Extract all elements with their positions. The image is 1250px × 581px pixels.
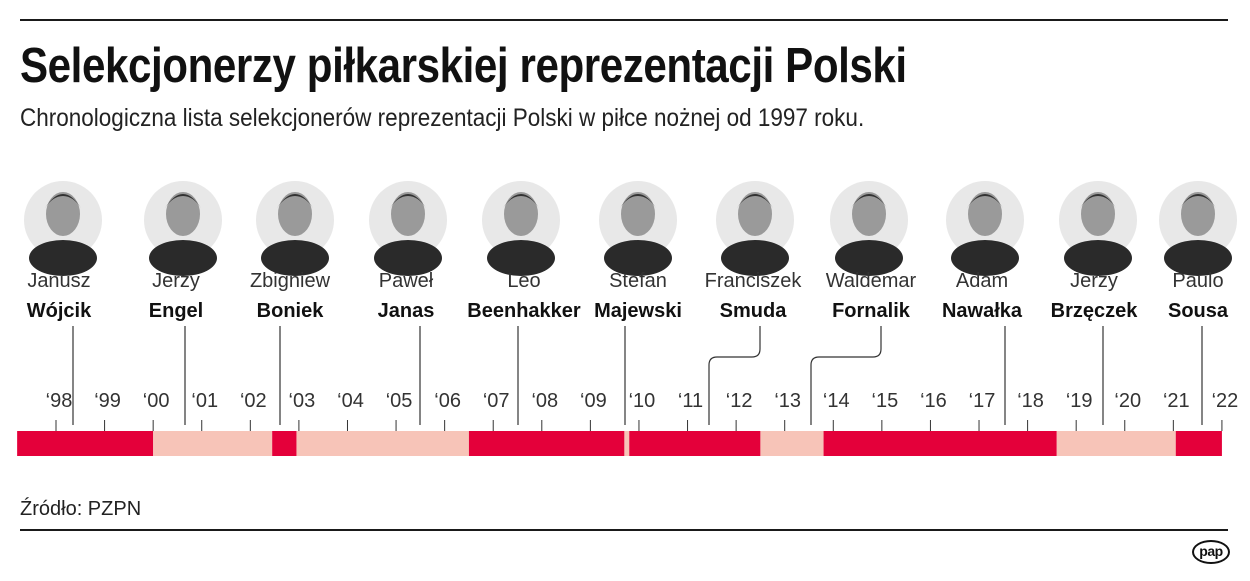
year-label: ‘11: [678, 390, 703, 412]
year-label: ‘16: [920, 390, 947, 412]
coach-last-name: Sousa: [1168, 300, 1229, 322]
year-label: ‘00: [143, 390, 170, 412]
year-label: ‘06: [434, 390, 461, 412]
portrait-icon: [1059, 181, 1137, 276]
coach-first-name: Paulo: [1172, 270, 1223, 292]
portrait-icon: [482, 181, 560, 276]
year-label: ‘18: [1017, 390, 1044, 412]
coach-first-name: Leo: [507, 270, 540, 292]
portrait-icon: [369, 181, 447, 276]
tenure-segment: [1056, 431, 1176, 456]
tenure-segment: [760, 431, 824, 456]
portrait-icon: [144, 181, 222, 276]
coach-first-name: Adam: [956, 270, 1008, 292]
coach-7: Franciszek Smuda: [705, 181, 803, 425]
tenure-segment: [629, 431, 761, 456]
year-label: ‘13: [774, 390, 801, 412]
coach-first-name: Zbigniew: [250, 270, 331, 292]
coach-last-name: Majewski: [594, 300, 682, 322]
portrait-icon: [1159, 181, 1237, 276]
coach-4: Paweł Janas: [369, 181, 447, 425]
coach-first-name: Janusz: [27, 270, 90, 292]
year-label: ‘04: [337, 390, 364, 412]
portrait-icon: [24, 181, 102, 276]
coach-first-name: Paweł: [379, 270, 434, 292]
leader-line: [708, 326, 761, 425]
coach-6: Stefan Majewski: [594, 181, 682, 425]
tenure-segment: [468, 431, 625, 456]
coach-last-name: Engel: [149, 300, 203, 322]
year-label: ‘99: [94, 390, 121, 412]
coach-last-name: Wójcik: [27, 300, 92, 322]
coach-9: Adam Nawałka: [942, 181, 1024, 425]
year-label: ‘05: [386, 390, 413, 412]
year-label: ‘10: [629, 390, 656, 412]
coach-5: Leo Beenhakker: [467, 181, 581, 425]
coach-2: Jerzy Engel: [144, 181, 222, 425]
year-label: ‘19: [1066, 390, 1093, 412]
coach-first-name: Franciszek: [705, 270, 803, 292]
year-label: ‘03: [289, 390, 316, 412]
portrait-icon: [946, 181, 1024, 276]
leader-line: [810, 326, 882, 425]
coach-first-name: Stefan: [609, 270, 667, 292]
year-label: ‘12: [726, 390, 753, 412]
coach-3: Zbigniew Boniek: [250, 181, 334, 425]
page-title: Selekcjonerzy piłkarskiej reprezentacji …: [20, 39, 907, 93]
coach-first-name: Waldemar: [826, 270, 917, 292]
tenure-segment: [1175, 431, 1222, 456]
coach-last-name: Nawałka: [942, 300, 1023, 322]
year-label: ‘01: [191, 390, 218, 412]
portrait-icon: [599, 181, 677, 276]
year-label: ‘09: [580, 390, 607, 412]
top-rule: [20, 19, 1228, 21]
year-label: ‘98: [46, 390, 73, 412]
year-label: ‘14: [823, 390, 850, 412]
year-label: ‘02: [240, 390, 267, 412]
portrait-icon: [256, 181, 334, 276]
portrait-icon: [716, 181, 794, 276]
source-note: Źródło: PZPN: [20, 498, 142, 520]
portrait-icon: [830, 181, 908, 276]
tenure-segment: [272, 431, 297, 456]
pap-logo: pap: [1192, 540, 1230, 564]
coach-last-name: Janas: [378, 300, 435, 322]
coach-last-name: Brzęczek: [1051, 300, 1139, 322]
tenure-segment: [296, 431, 469, 456]
bottom-rule: [20, 529, 1228, 531]
year-label: ‘20: [1114, 390, 1141, 412]
coach-last-name: Fornalik: [832, 300, 911, 322]
tenure-segment: [624, 431, 630, 456]
year-label: ‘07: [483, 390, 510, 412]
coach-last-name: Beenhakker: [467, 300, 581, 322]
tenure-segment: [823, 431, 1057, 456]
year-label: ‘17: [969, 390, 996, 412]
coach-10: Jerzy Brzęczek: [1051, 181, 1139, 425]
year-label: ‘21: [1163, 390, 1190, 412]
page-subtitle: Chronologiczna lista selekcjonerów repre…: [20, 104, 865, 132]
coach-8: Waldemar Fornalik: [810, 181, 917, 425]
coach-11: Paulo Sousa: [1159, 181, 1237, 425]
coach-first-name: Jerzy: [1070, 270, 1118, 292]
coach-last-name: Boniek: [257, 300, 325, 322]
year-label: ‘22: [1212, 390, 1239, 412]
coach-first-name: Jerzy: [152, 270, 200, 292]
coach-1: Janusz Wójcik: [24, 181, 102, 425]
year-label: ‘08: [531, 390, 558, 412]
year-label: ‘15: [872, 390, 899, 412]
coach-last-name: Smuda: [720, 300, 788, 322]
tenure-segment: [17, 431, 154, 456]
tenure-segment: [153, 431, 273, 456]
